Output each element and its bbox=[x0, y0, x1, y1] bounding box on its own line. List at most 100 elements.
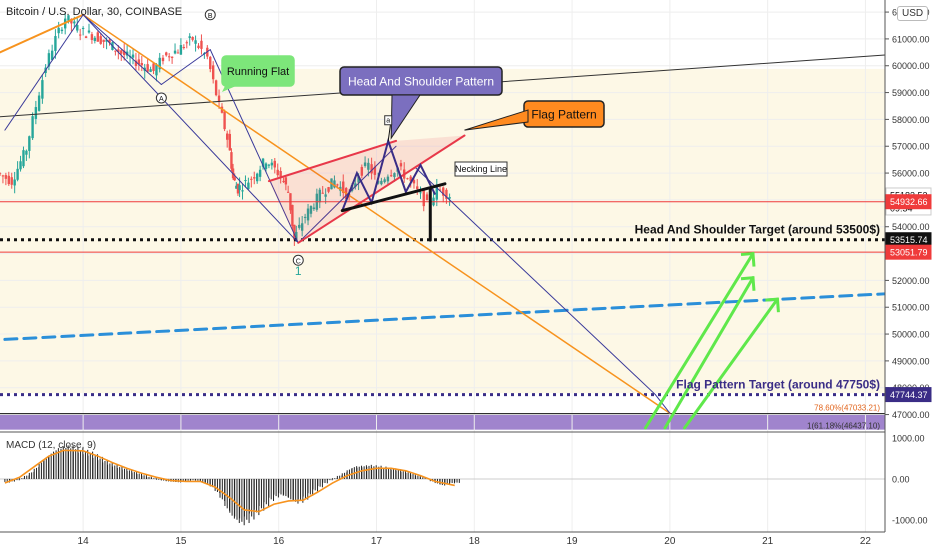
macd-tick-label: -1000.00 bbox=[892, 515, 928, 525]
price-badge-text: 47744.37 bbox=[890, 390, 928, 400]
candle-body bbox=[223, 111, 226, 130]
candle-body bbox=[81, 27, 85, 29]
candle-body bbox=[54, 36, 57, 51]
price-tick-label: 61000.00 bbox=[892, 34, 930, 44]
candle-body bbox=[241, 190, 244, 192]
navy-projection-line bbox=[415, 167, 656, 395]
time-tick-label: 19 bbox=[567, 536, 579, 547]
candle-body bbox=[217, 95, 221, 102]
price-tick-label: 57000.00 bbox=[892, 142, 930, 152]
macd-title: MACD (12, close, 9) bbox=[6, 440, 97, 451]
price-tick-label: 58000.00 bbox=[892, 115, 930, 125]
candle-body bbox=[165, 52, 168, 56]
flag-pattern-callout[interactable]: Flag Pattern bbox=[523, 100, 605, 128]
candle-body bbox=[146, 64, 149, 72]
candle-body bbox=[73, 21, 76, 24]
arrow-head bbox=[740, 276, 756, 291]
candle-body bbox=[120, 50, 123, 54]
arrow-head bbox=[740, 251, 756, 267]
wave-label-c: C bbox=[296, 258, 301, 265]
candle-body bbox=[406, 178, 409, 180]
wave-label-c-circle bbox=[292, 254, 304, 266]
candle-body bbox=[96, 32, 99, 42]
hs-pattern-callout[interactable]: Head And Shoulder Pattern bbox=[339, 66, 503, 96]
candle-body bbox=[102, 39, 105, 42]
candle-body bbox=[276, 169, 279, 176]
candle-body bbox=[373, 166, 377, 175]
candle-body bbox=[333, 180, 336, 188]
candle-body bbox=[90, 34, 94, 40]
candle-body bbox=[230, 152, 233, 169]
candle-body bbox=[363, 162, 367, 166]
candle-body bbox=[76, 25, 79, 31]
candle-body bbox=[16, 168, 19, 180]
candle-body bbox=[60, 29, 64, 32]
candle-body bbox=[78, 34, 82, 36]
candle-body bbox=[357, 175, 360, 183]
time-tick-label: 14 bbox=[78, 536, 90, 547]
running-flat-callout[interactable]: Running Flat bbox=[221, 55, 295, 87]
projection-arrow bbox=[643, 252, 755, 430]
candle-body bbox=[70, 18, 73, 24]
price-tick-label: 50000.00 bbox=[892, 330, 930, 340]
candle-body bbox=[273, 160, 276, 168]
running-flat-callout-box bbox=[221, 55, 295, 87]
orange-trendline-upper bbox=[0, 13, 85, 54]
candle-body bbox=[445, 189, 448, 199]
candle-body bbox=[200, 40, 203, 49]
candle-body bbox=[282, 181, 285, 183]
candle-body bbox=[448, 197, 451, 199]
candle-body bbox=[41, 80, 44, 99]
candle-body bbox=[34, 107, 38, 119]
price-tick-label: 60000.00 bbox=[892, 61, 930, 71]
running-flat-pointer bbox=[222, 80, 236, 92]
candle-body bbox=[194, 40, 197, 44]
orange-trendline-lower bbox=[82, 14, 671, 414]
candle-body bbox=[19, 161, 22, 170]
candle-body bbox=[117, 49, 120, 53]
candle-body bbox=[197, 45, 200, 49]
candle-body bbox=[435, 185, 438, 200]
candle-body bbox=[236, 183, 240, 194]
candle-body bbox=[270, 162, 274, 166]
price-tick-label: 51000.00 bbox=[892, 303, 930, 313]
candle-body bbox=[179, 45, 183, 55]
candle-body bbox=[191, 36, 194, 40]
candle-body bbox=[318, 189, 321, 203]
flag-lower-line bbox=[297, 134, 466, 244]
candle-body bbox=[47, 53, 51, 67]
time-tick-label: 22 bbox=[860, 536, 872, 547]
currency-button[interactable]: USD bbox=[897, 6, 929, 21]
candle-body bbox=[370, 164, 373, 174]
candle-body bbox=[291, 204, 294, 226]
candle-body bbox=[360, 167, 364, 176]
candle-body bbox=[306, 208, 310, 221]
candle-body bbox=[28, 136, 31, 151]
candle-body bbox=[170, 56, 174, 58]
candle-body bbox=[167, 56, 171, 58]
navy-wave-line bbox=[82, 14, 162, 86]
navy-wave-line bbox=[82, 14, 299, 244]
candle-body bbox=[300, 223, 304, 231]
candle-body bbox=[393, 173, 396, 178]
candle-body bbox=[261, 158, 265, 167]
candle-body bbox=[324, 194, 327, 197]
candle-body bbox=[176, 52, 180, 54]
candle-body bbox=[1, 175, 5, 177]
candle-body bbox=[105, 40, 108, 42]
necking-line bbox=[340, 182, 447, 213]
candle-body bbox=[419, 192, 422, 194]
candle-body bbox=[140, 63, 143, 66]
candle-body bbox=[244, 180, 247, 182]
wave-label-b-circle bbox=[204, 9, 216, 21]
candle-body bbox=[386, 176, 390, 182]
candle-body bbox=[442, 187, 445, 196]
candle-body bbox=[137, 59, 141, 65]
price-badge bbox=[885, 244, 932, 260]
candle-body bbox=[108, 39, 111, 43]
candle-body bbox=[134, 60, 138, 67]
candle-body bbox=[309, 206, 313, 214]
flag-pattern-callout-text: Flag Pattern bbox=[531, 107, 596, 121]
candle-body bbox=[93, 37, 97, 41]
